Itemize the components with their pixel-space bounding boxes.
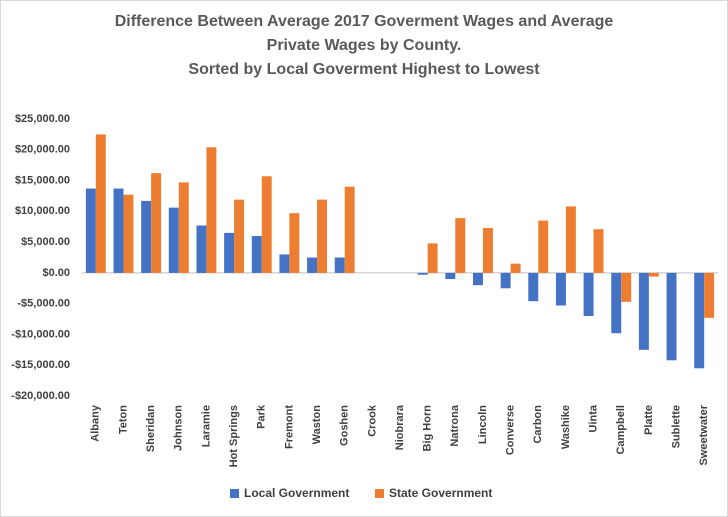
x-tick-label: Natrona: [449, 404, 461, 446]
y-tick-label: -$20,000.00: [11, 390, 70, 402]
bar: [482, 227, 493, 273]
chart-title: Difference Between Average 2017 Govermen…: [115, 13, 614, 30]
bar: [251, 235, 262, 273]
bar: [473, 272, 483, 286]
x-tick-label: Sheridan: [145, 405, 157, 452]
bar: [666, 272, 677, 361]
y-tick-label: $10,000.00: [15, 205, 70, 217]
x-tick-label: Converse: [505, 405, 517, 455]
x-tick-label: Teton: [117, 405, 129, 434]
bar: [648, 272, 659, 277]
bar: [621, 272, 632, 302]
x-tick-label: Big Horn: [422, 405, 434, 452]
bar: [234, 199, 245, 273]
y-tick-label: $15,000.00: [15, 174, 70, 186]
x-tick-label: Goshen: [339, 405, 351, 446]
y-tick-label: -$10,000.00: [11, 328, 70, 340]
y-tick-label: $0.00: [42, 267, 70, 279]
x-tick-label: Albany: [90, 404, 102, 442]
bar: [555, 272, 566, 306]
x-tick-label: Laramie: [200, 405, 212, 447]
x-tick-label: Johnson: [173, 405, 185, 451]
bar: [344, 186, 355, 273]
y-tick-label: -$15,000.00: [11, 359, 70, 371]
bar: [141, 200, 152, 273]
x-tick-label: Carbon: [532, 405, 544, 444]
bar: [565, 206, 576, 273]
x-tick-label: Fremont: [283, 405, 295, 449]
bar: [694, 272, 705, 369]
y-tick-label: $20,000.00: [15, 144, 70, 156]
bar: [123, 194, 134, 273]
bar: [151, 173, 162, 273]
x-tick-label: Lincoln: [477, 405, 489, 444]
bar: [85, 188, 96, 273]
x-tick-label: Campbell: [615, 405, 627, 455]
y-tick-label: $5,000.00: [21, 236, 70, 248]
bar: [611, 272, 622, 334]
legend-label: Local Government: [244, 486, 349, 500]
bar: [206, 147, 217, 273]
y-tick-label: $25,000.00: [15, 113, 70, 125]
bar: [528, 272, 539, 302]
x-tick-label: Waston: [311, 405, 323, 445]
bar: [95, 134, 106, 273]
x-tick-label: Uinta: [587, 404, 599, 432]
bar: [178, 182, 189, 273]
bar: [113, 188, 124, 273]
bar: [500, 272, 511, 289]
bar: [168, 207, 179, 273]
bar: [593, 229, 604, 273]
bar: [417, 272, 428, 275]
x-tick-label: Park: [256, 404, 268, 429]
x-tick-label: Platte: [643, 405, 655, 435]
bar: [427, 243, 438, 273]
bar: [538, 220, 549, 273]
x-tick-label: Washike: [560, 405, 572, 449]
bar: [307, 257, 318, 273]
x-tick-label: Niobrara: [394, 404, 406, 450]
legend-label: State Government: [389, 486, 492, 500]
bar: [317, 199, 327, 273]
x-tick-label: Sublette: [670, 405, 682, 448]
bar: [196, 225, 207, 273]
bar: [583, 272, 594, 316]
bar: [279, 254, 290, 273]
bar: [445, 272, 456, 280]
bar: [638, 272, 649, 350]
y-tick-label: -$5,000.00: [17, 298, 70, 310]
bar: [261, 176, 272, 273]
x-tick-label: Sweetwater: [698, 404, 710, 465]
bar: [510, 263, 521, 273]
bar: [334, 257, 345, 273]
bar: [224, 232, 235, 273]
x-tick-label: Crook: [366, 404, 378, 437]
legend-swatch: [375, 489, 384, 498]
bar: [704, 272, 715, 318]
bar: [289, 213, 300, 273]
chart-title: Private Wages by County.: [267, 37, 462, 54]
legend-swatch: [230, 489, 239, 498]
chart-title: Sorted by Local Goverment Highest to Low…: [188, 61, 540, 78]
bar: [455, 218, 466, 273]
x-tick-label: Hot Springs: [228, 405, 240, 467]
